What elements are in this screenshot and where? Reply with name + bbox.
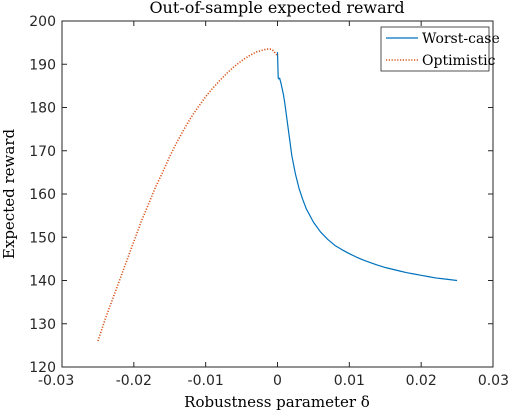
y-tick-label: 120 [29,360,56,376]
x-ticks: -0.03 -0.02 -0.01 0 0.01 0.02 0.03 [38,21,509,389]
y-tick-label: 160 [29,187,56,203]
y-ticks: 120 130 140 150 160 170 180 190 200 [29,14,493,376]
x-axis-label: Robustness parameter δ [184,393,370,411]
y-tick-label: 140 [29,274,56,290]
legend: Worst-case Optimistic [380,26,500,72]
y-tick-label: 150 [29,230,56,246]
y-axis-label: Expected reward [0,129,18,260]
chart-title: Out-of-sample expected reward [149,0,404,17]
y-tick-label: 180 [29,101,56,117]
axes-box [61,20,494,368]
y-tick-label: 200 [29,14,56,30]
series-line-worst-case [276,52,458,282]
series-layer [97,48,458,342]
legend-box [380,26,490,72]
plot-background [62,21,493,367]
y-tick-label: 170 [29,144,56,160]
y-tick-label: 130 [29,317,56,333]
x-tick-label: 0.03 [478,373,509,389]
legend-label-worst-case: Worst-case [422,31,500,47]
x-tick-label: -0.03 [38,373,74,389]
x-tick-label: -0.01 [188,373,224,389]
x-tick-label: -0.02 [116,373,152,389]
series-line-optimistic [97,48,278,342]
x-tick-label: 0 [273,373,282,389]
legend-label-optimistic: Optimistic [422,53,496,69]
x-tick-label: 0.01 [334,373,365,389]
y-tick-label: 190 [29,57,56,73]
x-tick-label: 0.02 [406,373,437,389]
